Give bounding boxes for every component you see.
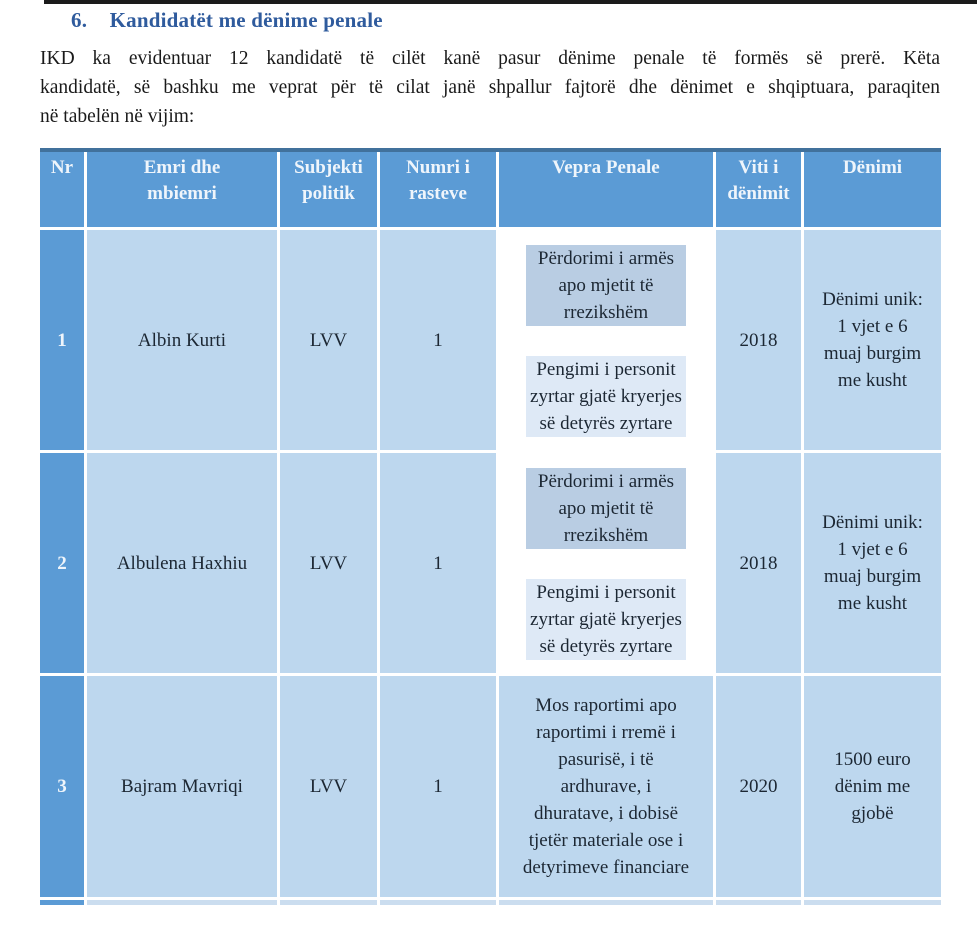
column-header-year: Viti i dënimit (716, 152, 801, 227)
row-number: 3 (40, 676, 84, 897)
offense-cell: Mos raportimi apo raportimi i rremë i pa… (499, 676, 713, 897)
conviction-year: 2020 (716, 676, 801, 897)
intro-paragraph: IKD ka evidentuar 12 kandidatë të cilët … (40, 44, 940, 131)
convictions-table: Nr Emri dhe mbiemri Subjekti politik Num… (40, 148, 941, 905)
section-number: 6. (71, 8, 88, 32)
partial-row-cell (280, 900, 377, 905)
partial-row-cell (380, 900, 496, 905)
candidate-name: Albulena Haxhiu (87, 453, 277, 673)
offense-item: Përdorimi i armës apo mjetit të rreziksh… (526, 244, 686, 326)
case-count: 1 (380, 453, 496, 673)
column-header-name: Emri dhe mbiemri (87, 152, 277, 227)
political-party: LVV (280, 676, 377, 897)
offense-item: Pengimi i personit zyrtar gjatë kryerjes… (526, 579, 686, 660)
sentence: Dënimi unik: 1 vjet e 6 muaj burgim me k… (804, 453, 941, 673)
offense-item: Përdorimi i armës apo mjetit të rreziksh… (526, 467, 686, 549)
column-header-sentence: Dënimi (804, 152, 941, 227)
paragraph-line: kandidatë, së bashku me veprat për të ci… (40, 77, 940, 98)
column-header-offense: Vepra Penale (499, 152, 713, 227)
partial-row-cell (716, 900, 801, 905)
offense-item: Pengimi i personit zyrtar gjatë kryerjes… (526, 356, 686, 437)
conviction-year: 2018 (716, 230, 801, 450)
top-divider-rule (44, 0, 977, 4)
offense-cell: Përdorimi i armës apo mjetit të rreziksh… (499, 453, 713, 673)
political-party: LVV (280, 453, 377, 673)
column-header-cases: Numri i rasteve (380, 152, 496, 227)
partial-row-cell (804, 900, 941, 905)
case-count: 1 (380, 676, 496, 897)
row-number: 2 (40, 453, 84, 673)
partial-row-cell (40, 900, 84, 905)
paragraph-line: në tabelën në vijim: (40, 106, 195, 127)
offense-cell: Përdorimi i armës apo mjetit të rreziksh… (499, 230, 713, 450)
candidate-name: Albin Kurti (87, 230, 277, 450)
candidate-name: Bajram Mavriqi (87, 676, 277, 897)
sentence: Dënimi unik: 1 vjet e 6 muaj burgim me k… (804, 230, 941, 450)
sentence: 1500 euro dënim me gjobë (804, 676, 941, 897)
paragraph-line: IKD ka evidentuar 12 kandidatë të cilët … (40, 48, 940, 69)
section-title: Kandidatët me dënime penale (109, 8, 383, 32)
case-count: 1 (380, 230, 496, 450)
political-party: LVV (280, 230, 377, 450)
column-header-party: Subjekti politik (280, 152, 377, 227)
partial-row-cell (87, 900, 277, 905)
row-number: 1 (40, 230, 84, 450)
column-header-nr: Nr (40, 152, 84, 227)
conviction-year: 2018 (716, 453, 801, 673)
partial-row-cell (499, 900, 713, 905)
section-heading: 6. Kandidatët me dënime penale (71, 8, 383, 33)
